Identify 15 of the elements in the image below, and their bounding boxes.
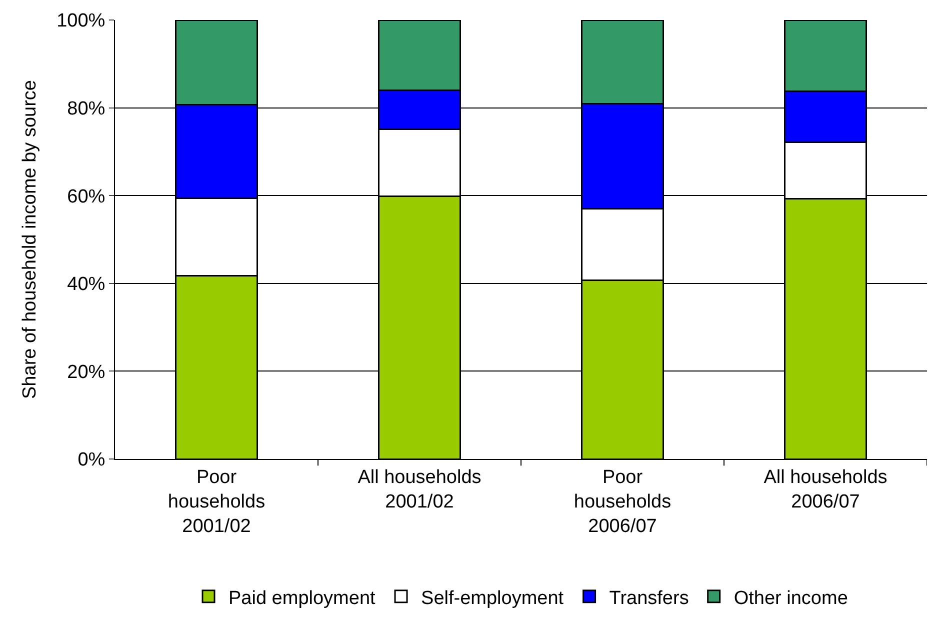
y-tick-label: 100% bbox=[56, 10, 106, 32]
y-tick-label: 40% bbox=[67, 274, 106, 296]
y-tick-label: 20% bbox=[67, 362, 106, 383]
x-tick-label: All households 2001/02 bbox=[358, 466, 482, 512]
legend-label: Self-employment bbox=[421, 588, 564, 609]
x-tick-label: All households 2006/07 bbox=[764, 466, 888, 512]
x-tick-label: Poor households 2006/07 bbox=[574, 466, 672, 538]
y-tick-label: 60% bbox=[67, 186, 106, 208]
y-tick-label: 0% bbox=[78, 450, 106, 471]
legend-label: Other income bbox=[734, 588, 848, 609]
legend-label: Transfers bbox=[609, 588, 689, 609]
x-tick-label: Poor households 2001/02 bbox=[168, 466, 266, 538]
legend-label: Paid employment bbox=[228, 588, 376, 609]
y-tick-label: 80% bbox=[67, 98, 106, 120]
y-axis-title: Share of household income by source bbox=[19, 80, 40, 399]
